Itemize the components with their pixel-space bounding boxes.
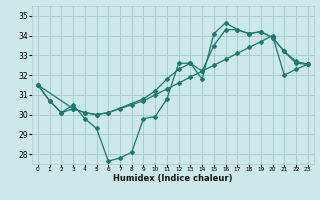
X-axis label: Humidex (Indice chaleur): Humidex (Indice chaleur) bbox=[113, 174, 233, 183]
